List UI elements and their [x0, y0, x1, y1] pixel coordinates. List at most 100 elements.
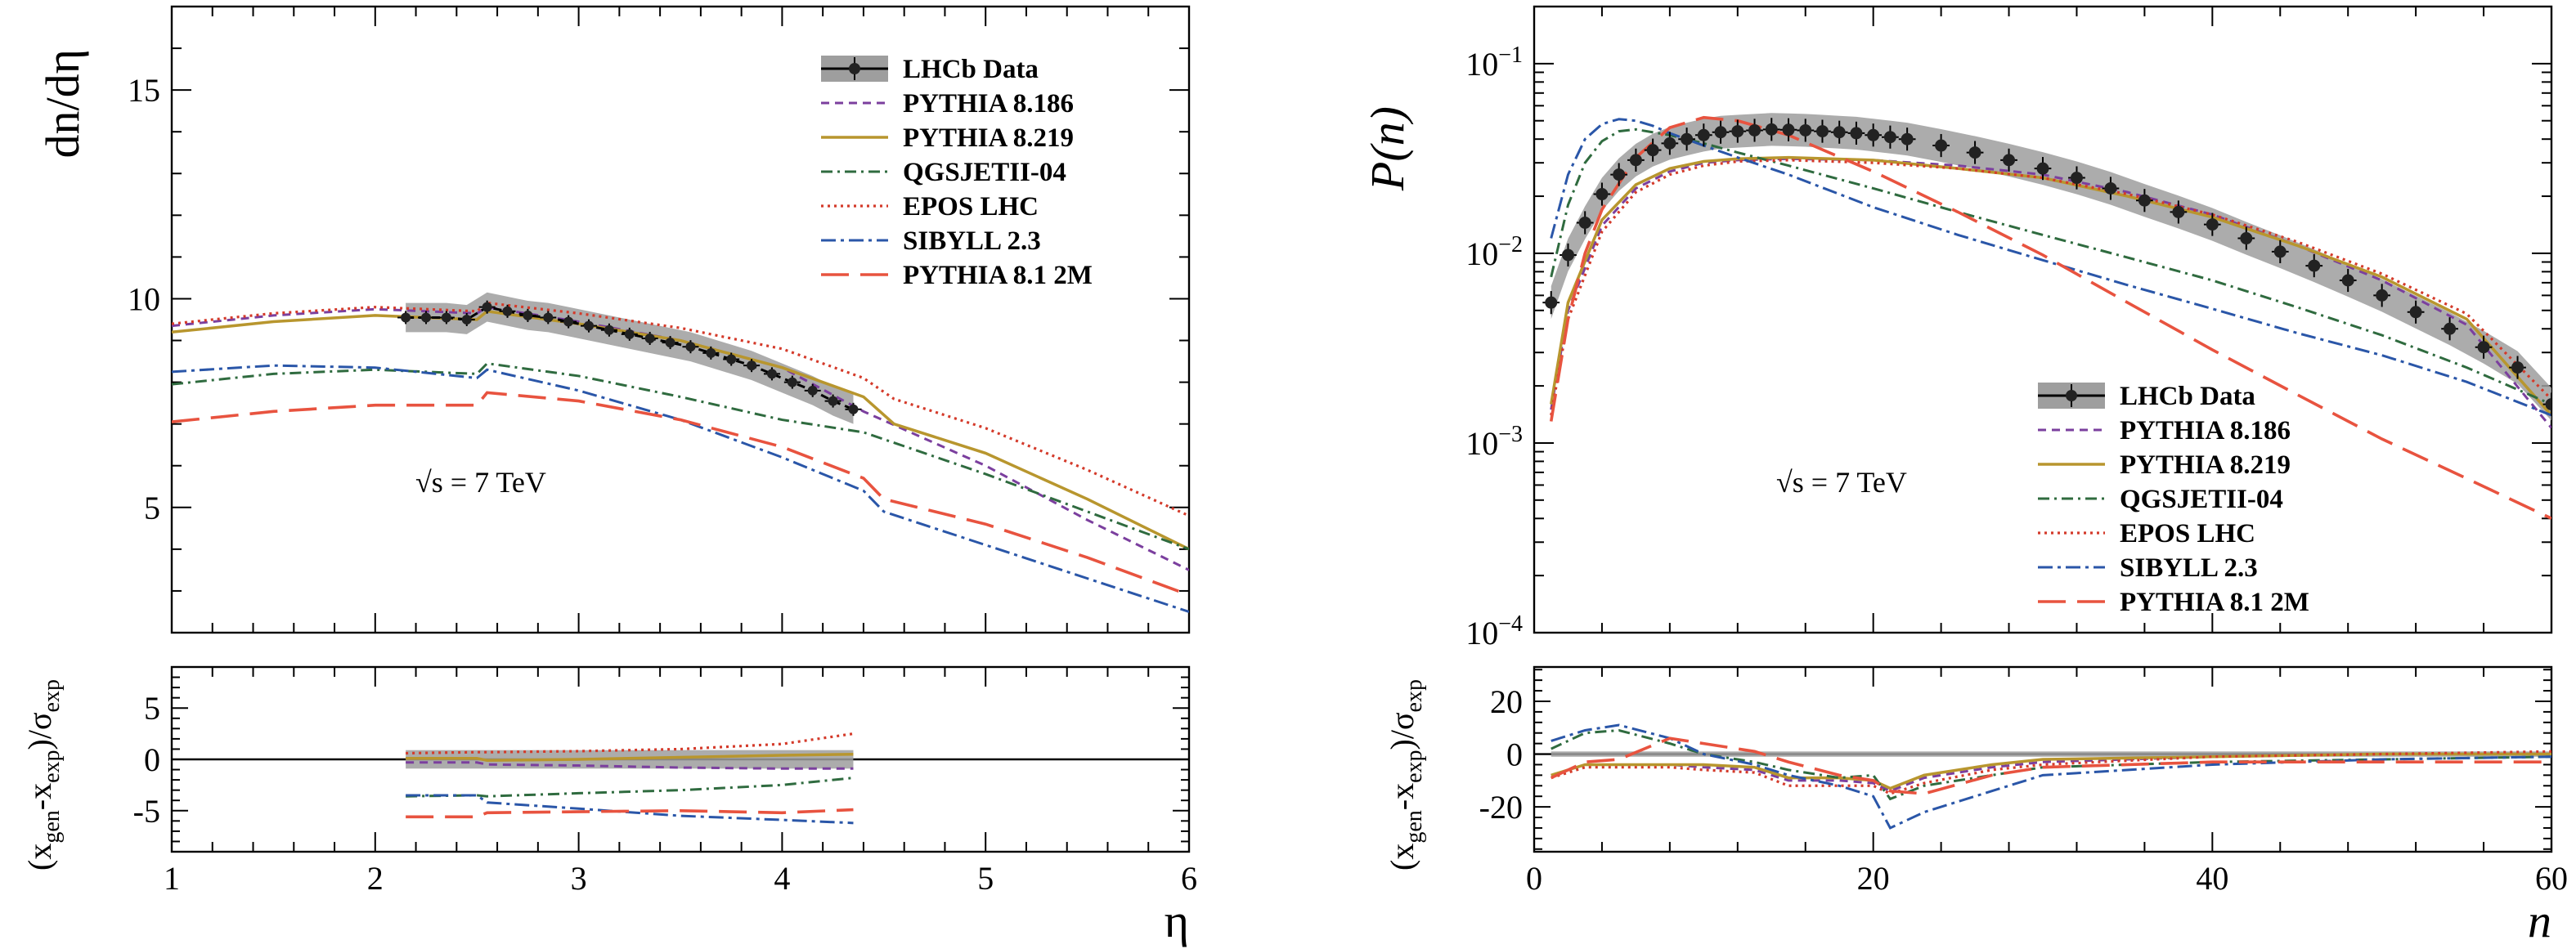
right-y-axis-title: P(n): [1361, 106, 1414, 191]
curve-pythia-8-1-2m: [172, 391, 1189, 597]
data-point: [766, 369, 777, 379]
ratio-curve-epos-lhc: [1551, 750, 2551, 795]
legend-label: PYTHIA 8.186: [903, 89, 1074, 119]
data-point: [706, 347, 716, 358]
data-point: [2036, 162, 2049, 175]
y-tick-label: 10−3: [1465, 422, 1523, 462]
data-point: [604, 325, 614, 335]
y-tick-label: 10−2: [1465, 232, 1523, 272]
left-ratio-y-title: (xgen-xexp)/σexp: [21, 679, 65, 871]
ratio-y-tick-label: 0: [1506, 736, 1523, 773]
data-point: [523, 310, 533, 320]
data-point: [2409, 306, 2422, 319]
ratio-y-tick-label: 20: [1490, 683, 1523, 720]
data-point: [828, 396, 838, 406]
legend-entry-lhcb-data: LHCb Data: [821, 55, 1039, 84]
legend-entry-qgsjetii-04: QGSJETII-04: [2038, 485, 2283, 514]
x-tick-label: 5: [977, 860, 994, 897]
data-point: [2341, 274, 2354, 287]
right-model-curves: [1549, 115, 2551, 520]
right-x-tick-labels: 0 20 40 60: [1526, 860, 2568, 897]
data-point: [1681, 132, 1694, 145]
left-energy-annotation: √s = 7 TeV: [415, 466, 546, 499]
data-uncertainty-band: [406, 292, 854, 424]
right-ratio-frame: [1533, 665, 2553, 853]
right-ratio-ytick-labels: -20 0 20: [1479, 683, 1523, 826]
right-data-points: [1542, 118, 2551, 416]
right-panel: 10−3 10−2 10−1 10−4 P(n) √s = 7 TeV LHCb Da…: [1361, 5, 2568, 947]
y-tick-label: 5: [144, 490, 160, 526]
data-point: [1595, 188, 1609, 201]
data-point: [1663, 137, 1676, 150]
right-legend: LHCb Data PYTHIA 8.186 PYTHIA 8.219 QGSJETI…: [2038, 382, 2309, 617]
legend-label: PYTHIA 8.1 2M: [903, 261, 1093, 290]
ratio-curve-qgsjetii-04: [406, 777, 854, 798]
ratio-curve-pythia-8-1-2m: [406, 808, 854, 819]
right-main-frame: [1533, 5, 2553, 634]
ratio-y-tick-label: -5: [133, 793, 160, 830]
data-point: [2003, 154, 2016, 167]
legend-label: SIBYLL 2.3: [2120, 553, 2258, 583]
data-point: [1799, 123, 1812, 137]
legend-label: EPOS LHC: [903, 192, 1039, 222]
data-point: [2545, 398, 2551, 411]
data-point: [1901, 132, 1914, 145]
data-point: [1833, 126, 1846, 139]
data-point: [1782, 123, 1795, 137]
left-main-plot: 5 10 15 dn/dη √s = 7 TeV LHCb Data PYTHIA 8…: [36, 5, 1191, 634]
legend-entry-pythia-8-1-2m: PYTHIA 8.1 2M: [821, 261, 1093, 290]
y-tick-label: 10−4: [1465, 611, 1523, 651]
ratio-curve-pythia-8-186: [406, 761, 854, 770]
data-point: [2376, 289, 2389, 302]
ratio-curve-pythia-8-219: [406, 752, 854, 763]
data-point: [685, 342, 696, 352]
legend-entry-pythia-8-1-2m: PYTHIA 8.1 2M: [2038, 588, 2309, 617]
data-point: [543, 312, 554, 323]
legend-entry-qgsjetii-04: QGSJETII-04: [821, 158, 1066, 187]
data-point: [1765, 123, 1778, 136]
right-main-ytick-labels: 10−3 10−2 10−1 10−4: [1465, 43, 1523, 651]
curve-pythia-8-1-2m: [1549, 115, 2551, 520]
legend-entry-epos-lhc: EPOS LHC: [821, 192, 1039, 222]
curve-qgsjetii-04: [172, 362, 1189, 551]
legend-entry-lhcb-data: LHCb Data: [2038, 382, 2255, 411]
data-point: [1545, 296, 1558, 309]
right-ratio-y-title: (xgen-xexp)/σexp: [1384, 679, 1427, 871]
legend-entry-epos-lhc: EPOS LHC: [2038, 519, 2255, 548]
left-main-frame: [170, 5, 1191, 634]
data-point: [1697, 128, 1710, 141]
legend-entry-pythia-8-219: PYTHIA 8.219: [821, 123, 1074, 153]
data-point: [2104, 181, 2117, 195]
ratio-y-tick-label: -20: [1479, 789, 1523, 826]
left-data-points: [397, 300, 862, 416]
data-point: [1731, 125, 1744, 138]
data-point: [644, 333, 655, 343]
data-point: [563, 316, 574, 327]
legend-label: PYTHIA 8.186: [2120, 416, 2291, 445]
left-data-band: [406, 292, 854, 424]
data-point: [1629, 154, 1642, 167]
right-ratio-band: [1551, 751, 2551, 757]
x-tick-label: 4: [774, 860, 790, 897]
data-point: [2206, 218, 2219, 231]
data-point: [1646, 144, 1659, 157]
curve-sibyll-2-3: [1550, 118, 2551, 417]
curve-sibyll-2-3: [172, 364, 1189, 613]
data-point: [1815, 125, 1829, 138]
data-point: [1613, 168, 1626, 181]
data-point: [2240, 232, 2253, 245]
legend-entry-pythia-8-219: PYTHIA 8.219: [2038, 450, 2291, 480]
data-point: [1867, 128, 1880, 141]
left-main-ytick-labels: 5 10 15: [128, 72, 160, 526]
left-x-tick-labels: 1 2 3 4 5 6: [164, 860, 1197, 897]
left-main-ticks: [171, 6, 1190, 633]
x-tick-label: 0: [1526, 860, 1542, 897]
data-point: [665, 338, 675, 348]
data-point: [1714, 126, 1727, 139]
data-point: [1968, 146, 1981, 159]
legend-entry-sibyll-2-3: SIBYLL 2.3: [2038, 553, 2258, 583]
right-data-band: [1551, 113, 2551, 421]
